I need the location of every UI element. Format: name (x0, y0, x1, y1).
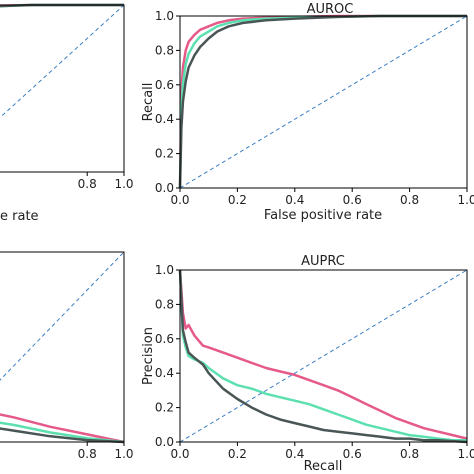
x-tick-label: 0.2 (228, 447, 247, 461)
tick-layer: 0.8 1.0 (78, 442, 134, 461)
y-tick-label: 0.6 (155, 332, 174, 346)
y-tick-label: 0.0 (155, 181, 174, 195)
y-axis-label: Precision (141, 327, 156, 385)
axes-frame (0, 251, 125, 443)
series-line-gray (178, 269, 468, 444)
x-tick-label: 1.0 (114, 447, 133, 461)
y-tick-label: 1.0 (155, 9, 174, 23)
y-tick-label: 0.4 (155, 112, 174, 126)
chart-title: AUPRC (301, 254, 345, 269)
axes-frame (179, 269, 468, 443)
x-tick-label: 1.0 (457, 193, 474, 207)
series-line-gray (178, 14, 467, 189)
series-line-gray (0, 427, 125, 444)
y-tick-label: 0.4 (155, 366, 174, 380)
x-tick-label: 0.0 (170, 447, 189, 461)
axes-frame (179, 15, 468, 189)
y-axis-label: Recall (141, 83, 156, 122)
x-tick-label: 0.0 (170, 193, 189, 207)
axes-frame (0, 4, 125, 173)
x-tick-label: 0.8 (78, 447, 97, 461)
series-layer (0, 251, 125, 444)
diagonal-reference-line (0, 4, 125, 119)
x-axis-label: Recall (304, 459, 343, 474)
y-tick-label: 0.8 (155, 297, 174, 311)
series-line-pink (0, 413, 125, 444)
y-tick-label: 0.2 (155, 401, 174, 415)
chart-title: AUROC (307, 2, 354, 17)
series-layer (0, 3, 125, 119)
tick-layer: 0.0 0.2 0.4 0.6 0.8 1.0 0.0 0.2 0.4 0.6 0.8 1.0 (155, 263, 474, 461)
x-tick-label: 0.4 (285, 447, 304, 461)
diagonal-reference-line (179, 15, 468, 189)
x-axis-label-partial: e rate (0, 209, 39, 224)
x-tick-label: 0.6 (343, 447, 362, 461)
x-tick-label: 0.8 (78, 177, 97, 191)
panel-bottom-left: 0.8 1.0 (0, 251, 134, 461)
y-tick-label: 1.0 (155, 263, 174, 277)
panel-auroc: AUROC 0.0 0.2 0.4 0.6 0.8 1.0 0.0 0.2 0.4 0.6 0.8 1… (141, 2, 474, 223)
x-tick-label: 1.0 (457, 447, 474, 461)
series-line-pink (178, 269, 468, 440)
y-tick-label: 0.0 (155, 435, 174, 449)
y-tick-label: 0.6 (155, 78, 174, 92)
y-tick-label: 0.2 (155, 147, 174, 161)
series-line-green (0, 421, 125, 444)
x-axis-label: False positive rate (264, 208, 382, 223)
panel-top-left: 0.8 1.0 e rate (0, 3, 134, 224)
series-layer (178, 269, 468, 444)
x-tick-label: 0.8 (400, 447, 419, 461)
diagonal-reference-line (0, 251, 125, 381)
tick-layer: 0.0 0.2 0.4 0.6 0.8 1.0 0.0 0.2 0.4 0.6 0.8 1.0 (155, 9, 474, 207)
series-layer (178, 14, 468, 189)
x-tick-label: 0.6 (343, 193, 362, 207)
x-tick-label: 1.0 (114, 177, 133, 191)
series-line-green (178, 269, 467, 442)
panel-auprc: AUPRC 0.0 0.2 0.4 0.6 0.8 1.0 0.0 0.2 0.4 0.6 0.8 1… (141, 254, 474, 474)
x-tick-label: 0.2 (228, 193, 247, 207)
x-tick-label: 0.4 (285, 193, 304, 207)
diagonal-reference-line (179, 269, 468, 443)
y-tick-label: 0.8 (155, 43, 174, 57)
tick-layer: 0.8 1.0 (78, 172, 134, 191)
x-tick-label: 0.8 (400, 193, 419, 207)
